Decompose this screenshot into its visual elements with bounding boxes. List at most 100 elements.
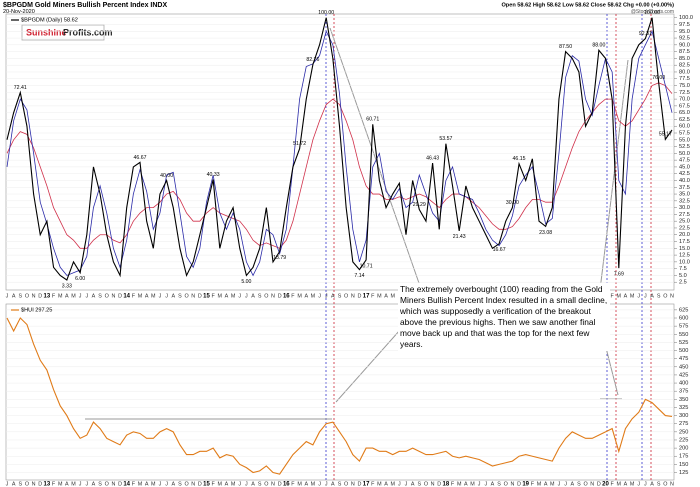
x-tick-label: J — [159, 481, 162, 487]
x-tick-label: M — [71, 481, 76, 487]
x-tick-label: A — [92, 293, 96, 299]
x-tick-label: J — [238, 481, 241, 487]
point-label: 46.15 — [513, 156, 526, 162]
y-tick-label: 5.0 — [679, 273, 687, 279]
x-tick-label: J — [245, 293, 248, 299]
y-tick-label: 375 — [679, 389, 688, 395]
point-label: 29.29 — [413, 202, 426, 208]
x-tick-label: 14 — [123, 294, 130, 300]
point-label: 16.67 — [493, 247, 506, 253]
x-tick-label: D — [597, 481, 601, 487]
x-tick-label: O — [105, 293, 109, 299]
x-tick-label: J — [637, 481, 640, 487]
point-label: 72.41 — [14, 85, 27, 91]
x-tick-label: A — [570, 481, 574, 487]
y-tick-label: 55.0 — [679, 137, 690, 143]
y-tick-label: 500 — [679, 348, 688, 354]
x-tick-label: M — [151, 293, 156, 299]
y-tick-label: 175 — [679, 454, 688, 460]
x-tick-label: A — [65, 293, 69, 299]
x-tick-label: J — [79, 481, 82, 487]
x-tick-label: J — [484, 481, 487, 487]
point-label: 55.17 — [659, 132, 672, 138]
x-tick-label: M — [151, 481, 156, 487]
y-tick-label: 95.0 — [679, 29, 690, 35]
x-tick-label: S — [338, 293, 342, 299]
x-tick-label: O — [344, 293, 348, 299]
x-tick-label: M — [617, 293, 622, 299]
x-tick-label: J — [159, 293, 162, 299]
y-tick-label: 67.5 — [679, 103, 690, 109]
x-tick-label: J — [165, 293, 168, 299]
y-tick-label: 37.5 — [679, 185, 690, 191]
point-label: 76.00 — [652, 75, 665, 81]
x-tick-label: O — [25, 481, 29, 487]
point-label: 10.71 — [360, 263, 373, 269]
x-tick-label: N — [670, 293, 674, 299]
x-tick-label: 14 — [123, 482, 130, 487]
y-tick-label: 425 — [679, 372, 688, 378]
y-tick-label: 50.0 — [679, 151, 690, 157]
annotation: The extremely overbought (100) reading f… — [398, 283, 610, 351]
x-tick-label: 18 — [443, 482, 450, 487]
point-label: 40.33 — [207, 172, 220, 178]
x-tick-label: N — [670, 481, 674, 487]
x-tick-label: A — [171, 293, 175, 299]
x-tick-label: O — [105, 481, 109, 487]
x-tick-label: N — [111, 481, 115, 487]
x-tick-label: J — [398, 481, 401, 487]
callout-line — [599, 59, 629, 291]
x-tick-label: F — [52, 481, 56, 487]
x-tick-label: O — [344, 481, 348, 487]
x-tick-label: O — [25, 293, 29, 299]
x-tick-label: S — [657, 293, 661, 299]
x-tick-label: J — [238, 293, 241, 299]
x-tick-label: F — [291, 293, 295, 299]
x-tick-label: A — [491, 481, 495, 487]
point-label: 60.71 — [366, 117, 379, 123]
x-tick-label: S — [497, 481, 501, 487]
x-tick-label: J — [6, 481, 9, 487]
x-tick-label: N — [510, 481, 514, 487]
x-tick-label: A — [331, 293, 335, 299]
y-tick-label: 10.0 — [679, 259, 690, 265]
y-tick-label: 77.5 — [679, 76, 690, 82]
x-tick-label: O — [264, 293, 268, 299]
x-tick-label: 16 — [283, 294, 290, 300]
x-tick-label: N — [351, 293, 355, 299]
x-tick-label: A — [304, 293, 308, 299]
y-tick-label: 85.0 — [679, 56, 690, 62]
y-tick-label: 72.5 — [679, 90, 690, 96]
point-label: 87.50 — [559, 44, 572, 50]
y-tick-label: 550 — [679, 332, 688, 338]
bottom-panel-frame — [5, 303, 675, 481]
y-tick-label: 27.5 — [679, 212, 690, 218]
y-tick-label: 42.5 — [679, 171, 690, 177]
y-tick-label: 325 — [679, 405, 688, 411]
x-tick-label: M — [218, 481, 223, 487]
y-tick-label: 45.0 — [679, 164, 690, 170]
x-tick-label: N — [590, 481, 594, 487]
x-tick-label: J — [325, 293, 328, 299]
legend-label: $BPGDM (Daily) 58.62 — [21, 17, 78, 23]
x-tick-label: A — [251, 293, 255, 299]
x-tick-label: M — [470, 481, 475, 487]
y-tick-label: 75.0 — [679, 83, 690, 89]
y-tick-label: 600 — [679, 315, 688, 321]
x-tick-label: M — [71, 293, 76, 299]
x-tick-label: A — [145, 481, 149, 487]
x-tick-label: 17 — [363, 294, 370, 300]
x-tick-label: M — [297, 481, 302, 487]
x-tick-label: J — [85, 481, 88, 487]
x-tick-label: M — [58, 293, 63, 299]
x-tick-label: O — [264, 481, 268, 487]
x-tick-label: 16 — [283, 482, 290, 487]
x-tick-label: J — [6, 293, 9, 299]
y-tick-label: 57.5 — [679, 130, 690, 136]
y-tick-label: 97.5 — [679, 22, 690, 28]
point-label: 51.72 — [293, 141, 306, 147]
x-tick-label: A — [12, 293, 16, 299]
x-tick-label: A — [384, 481, 388, 487]
